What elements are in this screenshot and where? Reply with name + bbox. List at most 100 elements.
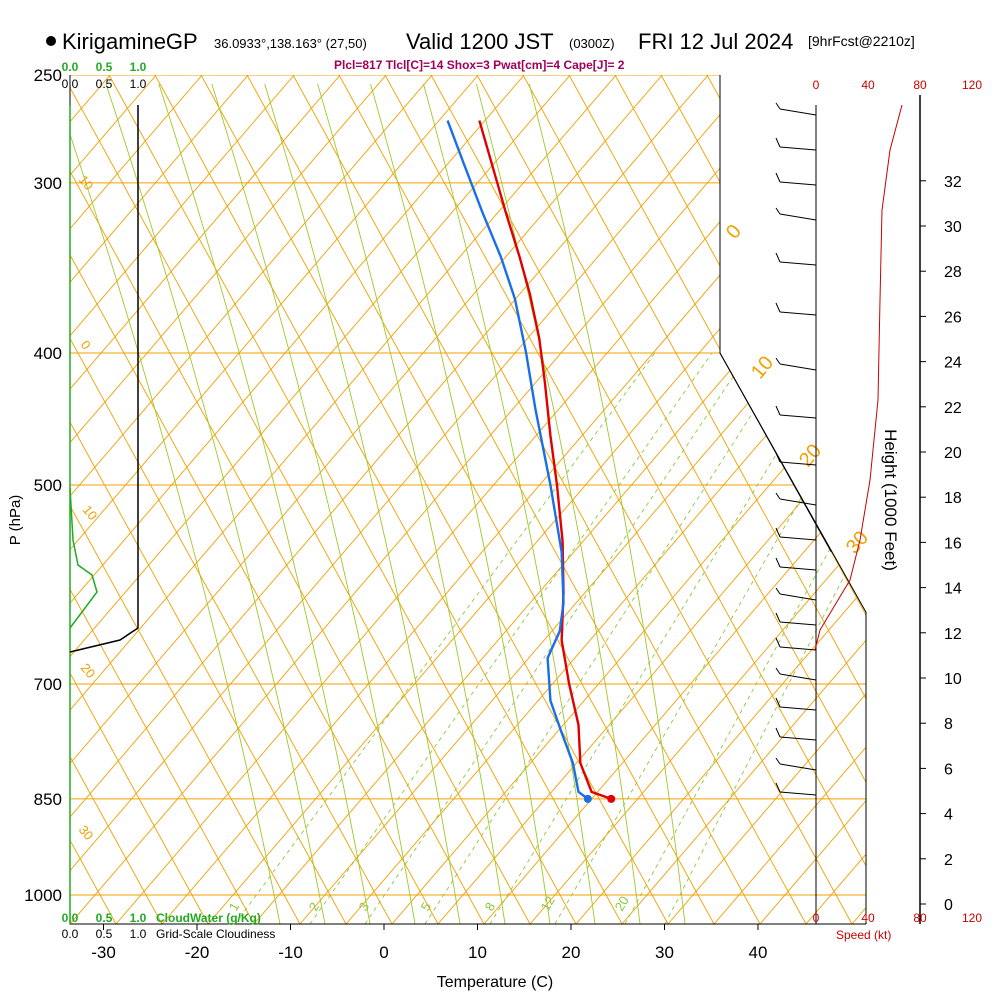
plot-frame: [69, 75, 866, 925]
wind-barb-flag: [775, 587, 781, 595]
wind-barb: [779, 213, 817, 221]
isotherm-line: [70, 75, 801, 924]
wind-barb-flag: [775, 405, 781, 416]
mixing-ratio-label: 20: [612, 893, 632, 913]
isotherm-line: [70, 75, 387, 924]
wind-barb: [779, 498, 817, 506]
isotherm-line: [70, 75, 617, 924]
moist-adiabat-line: [264, 83, 461, 924]
isotherm-line: [70, 75, 295, 924]
temp-tick-label: 40: [749, 943, 768, 962]
mixing-ratio-line: [309, 352, 713, 924]
height-tick-label: 30: [944, 219, 962, 236]
dry-adiabat-line: [522, 75, 866, 924]
dry-adiabat-line: [70, 75, 531, 924]
dry-adiabat-line: [476, 75, 866, 924]
isotherm-line: [70, 75, 203, 924]
wind-barb-flag: [775, 357, 781, 365]
height-tick-label: 14: [944, 581, 962, 598]
isotherm-line: [70, 75, 433, 924]
cloud-water-label: CloudWater (g/Kg): [156, 911, 261, 925]
mixing-ratio-line: [664, 352, 866, 924]
dewpoint-point: [583, 794, 592, 803]
wind-barb-flag: [775, 207, 781, 215]
pressure-tick-label: 250: [34, 66, 62, 85]
isotherm-label: 0: [722, 221, 746, 244]
isotherm-line: [70, 75, 479, 924]
moist-adiabat-line: [528, 83, 686, 924]
speed-tick-top: 80: [913, 78, 927, 92]
isotherm-line: [70, 75, 525, 924]
cloud-water-tick-bottom: 0.0: [62, 911, 79, 925]
temp-axis-label: Temperature (C): [437, 974, 553, 991]
isotherm-line: [70, 75, 755, 924]
station-name: KirigamineGP: [62, 29, 198, 54]
dry-adiabat-line: [108, 75, 577, 924]
speed-tick-top: 40: [861, 78, 875, 92]
wind-barb-flag: [775, 612, 781, 623]
dry-adiabat-line: [200, 75, 669, 924]
moist-adiabat-line: [370, 83, 551, 924]
stability-indices: Plcl=817 Tlcl[C]=14 Shox=3 Pwat[cm]=4 Ca…: [334, 58, 625, 72]
cloudiness-tick-bottom: 0.0: [62, 927, 79, 941]
utc-time: (0300Z): [569, 36, 615, 51]
isotherm-line: [70, 75, 341, 924]
height-tick-label: 28: [944, 264, 962, 281]
dry-adiabat-line: [614, 75, 866, 924]
temp-tick-label: 0: [379, 943, 388, 962]
forecast-info: [9hrFcst@2210z]: [808, 33, 915, 49]
isotherm-line: [759, 75, 866, 924]
dry-adiabat-line: [983, 75, 1000, 924]
speed-tick-top: 120: [962, 78, 982, 92]
temp-tick-label: 10: [468, 943, 487, 962]
pressure-tick-label: 1000: [24, 886, 62, 905]
isotherm-label: 20: [795, 440, 826, 471]
wind-barb: [779, 646, 817, 651]
height-tick-label: 2: [944, 852, 953, 869]
mixing-ratio-line: [234, 352, 656, 924]
isotherm-line: [529, 75, 866, 924]
dry-adiabat-line: [70, 75, 255, 924]
station-coords: 36.0933°,138.163° (27,50): [214, 36, 367, 51]
wind-barb: [779, 536, 817, 541]
mixing-ratio-label: 3: [356, 900, 373, 914]
wind-barb-flag: [775, 697, 781, 708]
moist-adiabat-line: [475, 83, 641, 924]
wind-barb-flag: [775, 172, 781, 183]
isotherm-line: [345, 75, 866, 924]
dry-adiabat-line: [430, 75, 866, 924]
wind-boundary-diag: [719, 352, 832, 553]
isotherm-line: [483, 75, 866, 924]
moist-adiabat-line: [317, 83, 506, 924]
isotherm-line: [70, 75, 663, 924]
wind-barb: [779, 566, 817, 571]
wind-barb: [779, 706, 817, 711]
isotherm-line: [437, 75, 866, 924]
wind-barb-flag: [775, 667, 781, 675]
isotherm-label: 10: [747, 352, 778, 383]
wind-barb-flag: [775, 782, 781, 793]
pressure-tick-label: 300: [34, 174, 62, 193]
temp-tick-label: -30: [91, 943, 116, 962]
isotherm-label: 10: [76, 172, 97, 193]
wind-barb: [779, 108, 817, 116]
pressure-axis-label: P (hPa): [7, 495, 24, 546]
moist-adiabat-line: [105, 83, 326, 924]
dry-adiabat-line: [70, 75, 393, 924]
cloudiness-label: Grid-Scale Cloudiness: [156, 927, 275, 941]
wind-barb: [779, 414, 817, 419]
moist-adiabat-line: [70, 83, 281, 924]
wind-barb-flag: [775, 492, 781, 500]
wind-barb-flag: [775, 137, 781, 148]
dry-adiabat-line: [70, 75, 163, 924]
dry-adiabat-line: [70, 75, 439, 924]
temp-tick-label: 30: [655, 943, 674, 962]
wind-barb: [779, 593, 817, 601]
pressure-tick-label: 400: [34, 344, 62, 363]
wind-barb-flag: [775, 452, 781, 463]
wind-barb: [779, 736, 817, 741]
pressure-tick-label: 500: [34, 476, 62, 495]
dry-adiabat-line: [246, 75, 715, 924]
wind-barb-flag: [775, 527, 781, 538]
